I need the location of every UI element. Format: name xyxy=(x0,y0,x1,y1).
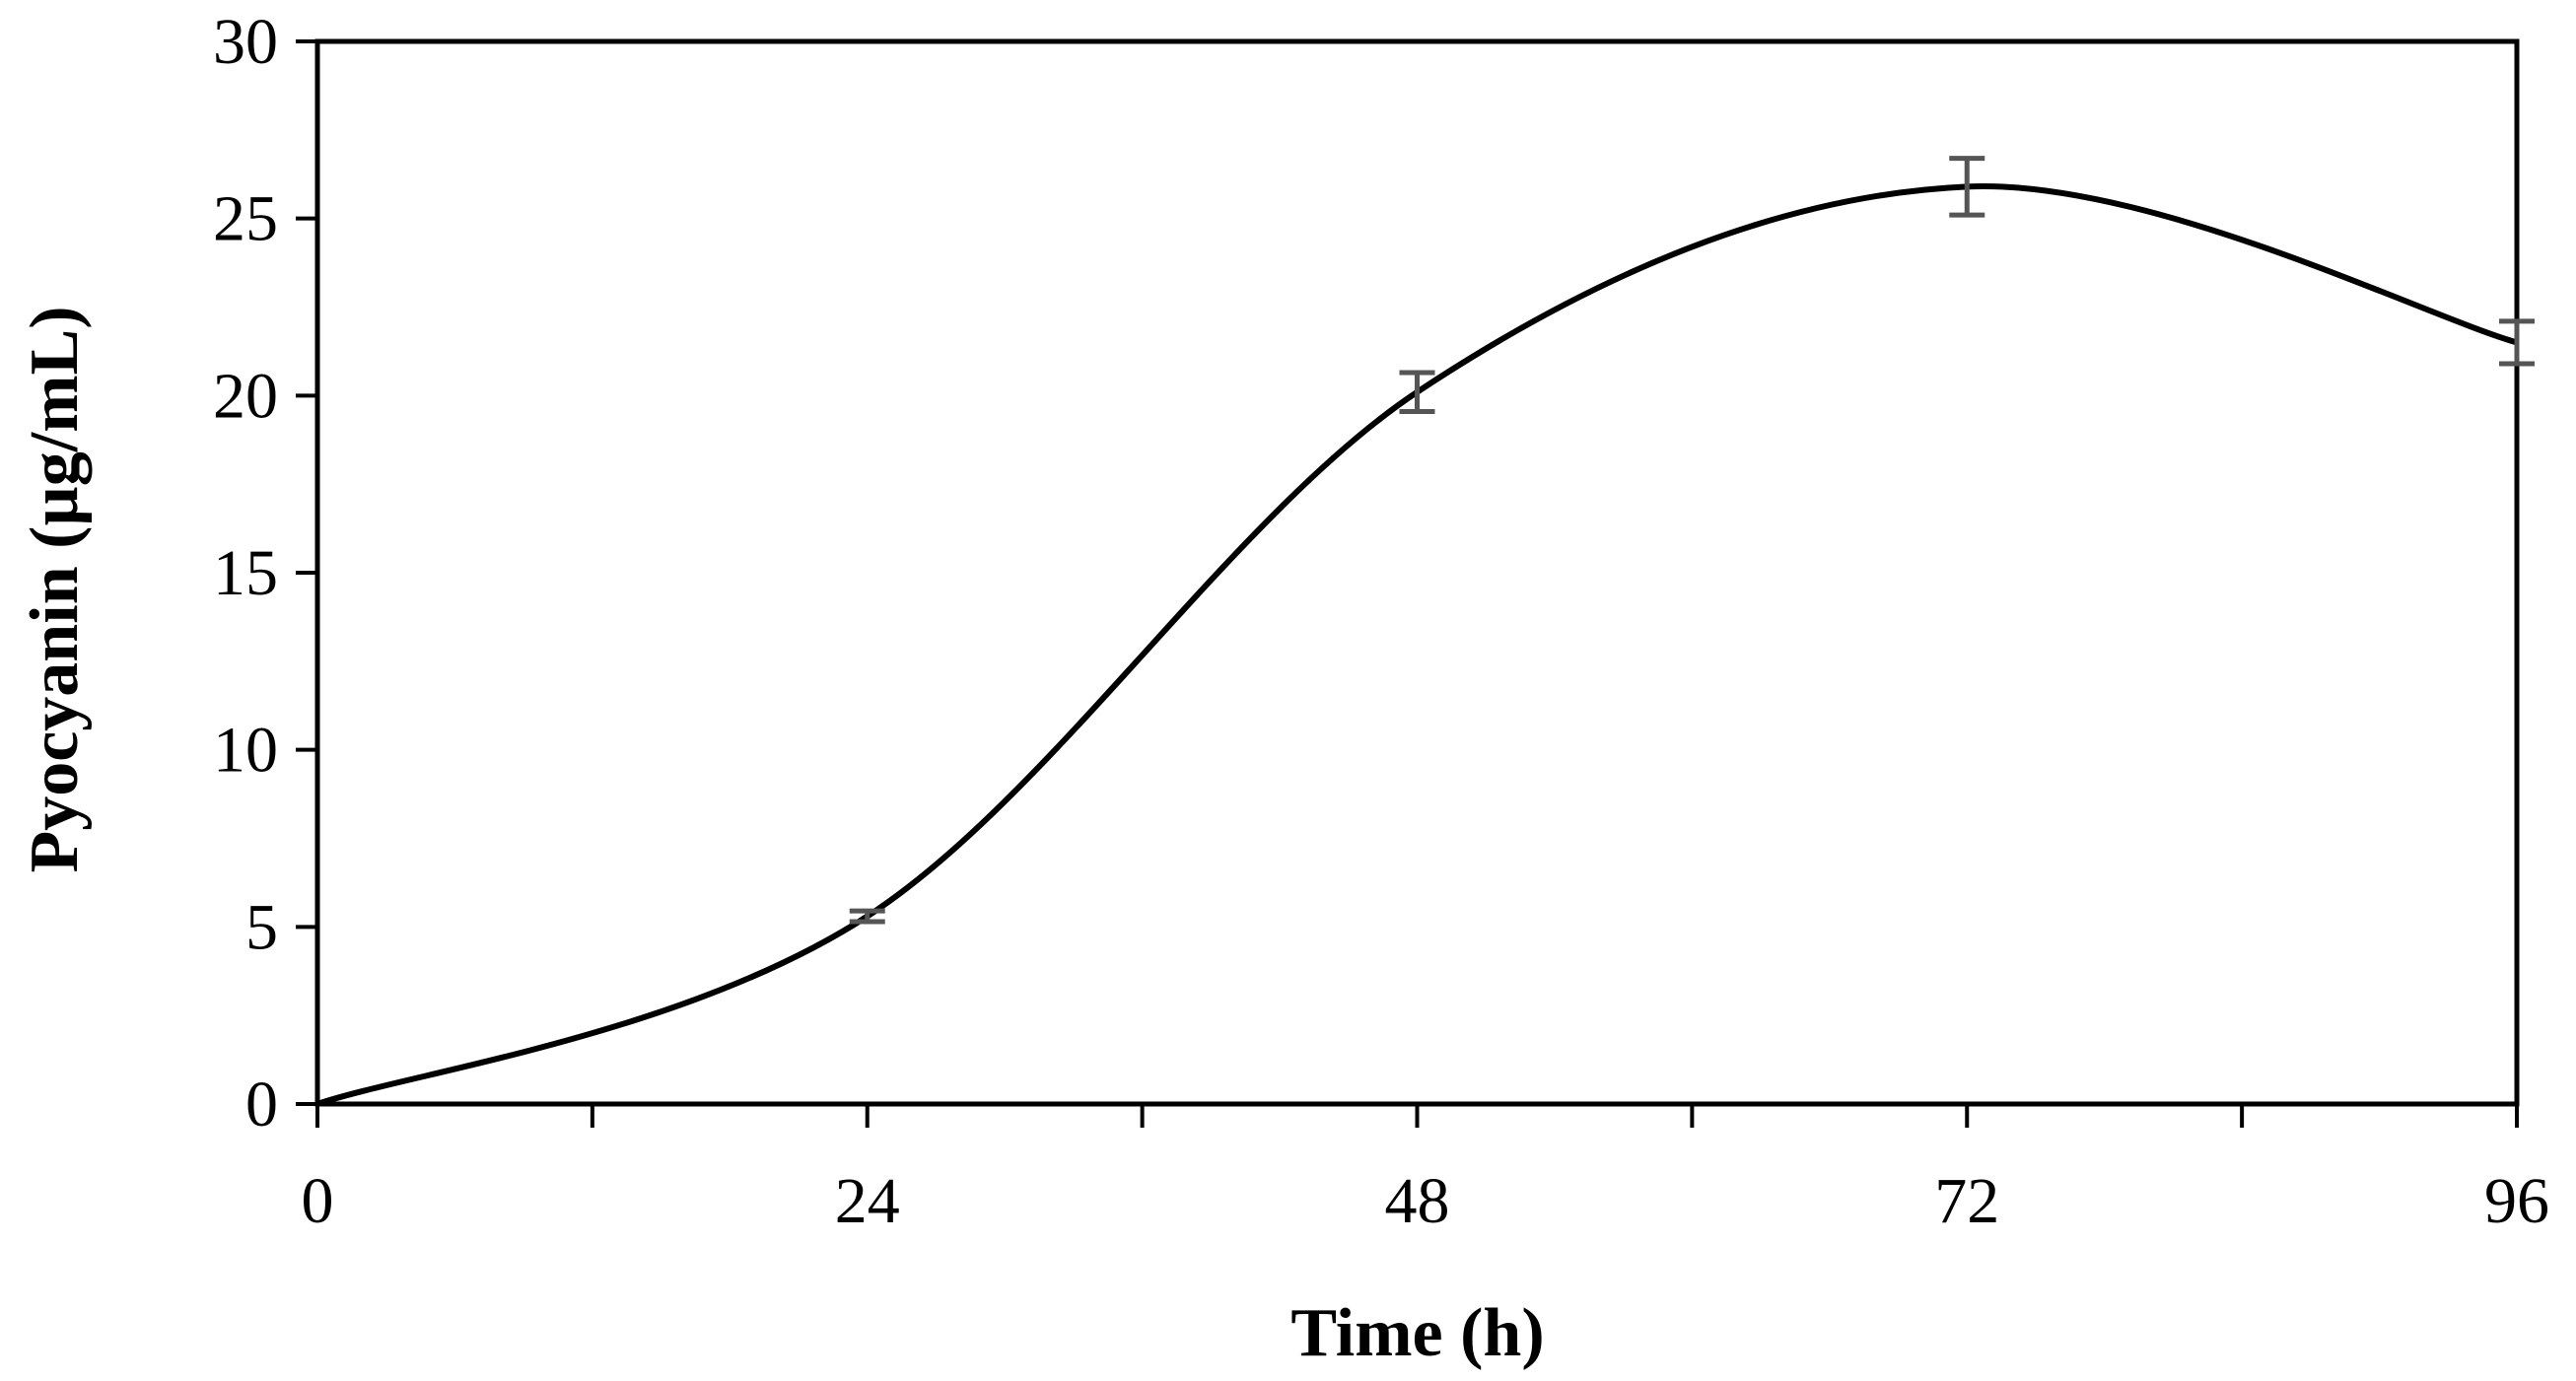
y-tick-label: 25 xyxy=(213,183,278,255)
x-tick-label: 24 xyxy=(835,1165,900,1237)
y-tick-label: 5 xyxy=(245,891,278,963)
x-axis-title: Time (h) xyxy=(1290,1295,1544,1371)
x-tick-label: 48 xyxy=(1385,1165,1450,1237)
y-tick-label: 10 xyxy=(213,715,278,787)
y-axis-title: Pyocyanin (µg/mL) xyxy=(17,306,93,872)
series-line xyxy=(316,183,2518,1107)
y-tick-label: 20 xyxy=(213,360,278,432)
y-tick-label: 15 xyxy=(213,537,278,609)
x-tick-label: 72 xyxy=(1934,1165,1999,1237)
y-tick-label: 30 xyxy=(213,6,278,78)
x-tick-label: 0 xyxy=(302,1165,334,1237)
plot-area-frame xyxy=(314,38,2520,1107)
x-tick-label: 96 xyxy=(2484,1165,2549,1237)
y-tick-label: 0 xyxy=(245,1069,278,1140)
